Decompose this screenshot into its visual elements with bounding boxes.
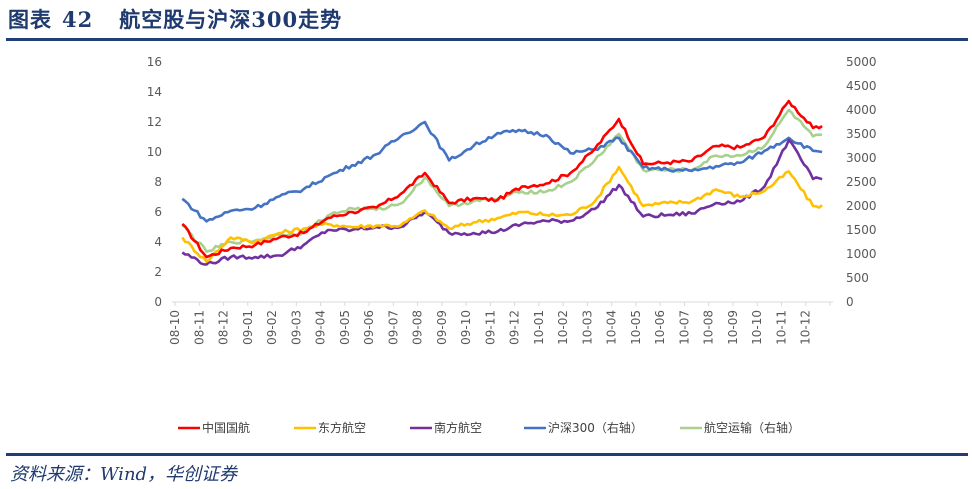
x-tick-label: 10-03 — [580, 310, 594, 345]
x-tick-label: 09-02 — [265, 310, 279, 345]
right-tick-label: 500 — [846, 271, 869, 285]
x-tick-label: 09-01 — [241, 310, 255, 345]
x-tick-label: 10-04 — [605, 310, 619, 345]
legend-item: 中国国航 — [178, 420, 250, 435]
x-tick-label: 10-08 — [702, 310, 716, 345]
left-tick-label: 12 — [147, 115, 162, 129]
legend: 中国国航 东方航空 南方航空 沪深300（右轴） 航空运输（右轴） — [178, 420, 800, 435]
legend-item: 航空运输（右轴） — [680, 420, 800, 435]
x-tick-label: 10-11 — [774, 310, 788, 345]
source-note: 资料来源：Wind，华创证券 — [10, 464, 238, 485]
x-tick-label: 09-05 — [338, 310, 352, 345]
left-tick-label: 2 — [154, 265, 162, 279]
left-tick-label: 16 — [147, 55, 162, 69]
right-tick-label: 1500 — [846, 223, 877, 237]
x-tick-label: 09-06 — [362, 310, 376, 345]
legend-label: 东方航空 — [318, 420, 366, 435]
legend-item: 东方航空 — [294, 420, 366, 435]
x-tick-label: 09-12 — [508, 310, 522, 345]
legend-label: 南方航空 — [434, 420, 482, 435]
x-tick-label: 10-06 — [653, 310, 667, 345]
left-tick-label: 6 — [154, 205, 162, 219]
right-tick-label: 4000 — [846, 103, 877, 117]
left-tick-label: 14 — [147, 85, 162, 99]
right-axis: 0 500 1000 1500 2000 2500 3000 3500 4000 4500 5000 — [846, 55, 877, 309]
series-lines — [181, 99, 823, 266]
x-tick-label: 10-07 — [677, 310, 691, 345]
x-tick-label: 09-04 — [314, 310, 328, 345]
right-tick-label: 1000 — [846, 247, 877, 261]
series-line — [181, 165, 823, 263]
line-chart: 0 2 4 6 8 10 12 14 16 0 500 1000 1500 2000 2500 3000 35… — [147, 55, 877, 435]
x-tick-label: 09-08 — [411, 310, 425, 345]
right-tick-label: 3000 — [846, 151, 877, 165]
legend-label: 中国国航 — [202, 420, 250, 435]
figure-title: 图表 42 航空股与沪深300走势 — [8, 4, 342, 34]
legend-label: 航空运输（右轴） — [704, 420, 800, 435]
left-tick-label: 10 — [147, 145, 162, 159]
top-divider — [6, 38, 968, 41]
x-tick-label: 10-10 — [750, 310, 764, 345]
series-line — [181, 120, 823, 223]
x-tick-label: 09-07 — [386, 310, 400, 345]
legend-item: 沪深300（右轴） — [524, 420, 643, 435]
series-line — [181, 99, 823, 259]
x-tick-label: 10-12 — [799, 310, 813, 345]
left-tick-label: 8 — [154, 175, 162, 189]
x-tick-label: 09-10 — [459, 310, 473, 345]
left-axis: 0 2 4 6 8 10 12 14 16 — [147, 55, 162, 309]
figure-number: 42 — [62, 7, 94, 32]
right-tick-label: 0 — [846, 295, 854, 309]
x-axis: 08-10 08-11 08-12 09-01 09-02 09-03 09-04 09-05… — [168, 302, 831, 345]
x-tick-label: 08-10 — [168, 310, 182, 345]
figure-label: 图表 — [8, 7, 52, 32]
x-tick-label: 09-03 — [289, 310, 303, 345]
figure-caption: 航空股与沪深300走势 — [119, 7, 343, 32]
series-line — [181, 138, 823, 266]
x-tick-label: 08-12 — [217, 310, 231, 345]
x-tick-label: 10-09 — [726, 310, 740, 345]
right-tick-label: 3500 — [846, 127, 877, 141]
legend-label: 沪深300（右轴） — [548, 420, 643, 435]
right-tick-label: 5000 — [846, 55, 877, 69]
x-tick-label: 09-09 — [435, 310, 449, 345]
legend-item: 南方航空 — [410, 420, 482, 435]
bottom-divider — [6, 453, 968, 456]
x-tick-label: 10-02 — [556, 310, 570, 345]
x-tick-label: 10-05 — [629, 310, 643, 345]
right-tick-label: 4500 — [846, 79, 877, 93]
x-tick-label: 09-11 — [483, 310, 497, 345]
left-tick-label: 0 — [154, 295, 162, 309]
x-tick-label: 10-01 — [532, 310, 546, 345]
left-tick-label: 4 — [154, 235, 162, 249]
x-tick-label: 08-11 — [192, 310, 206, 345]
right-tick-label: 2500 — [846, 175, 877, 189]
right-tick-label: 2000 — [846, 199, 877, 213]
